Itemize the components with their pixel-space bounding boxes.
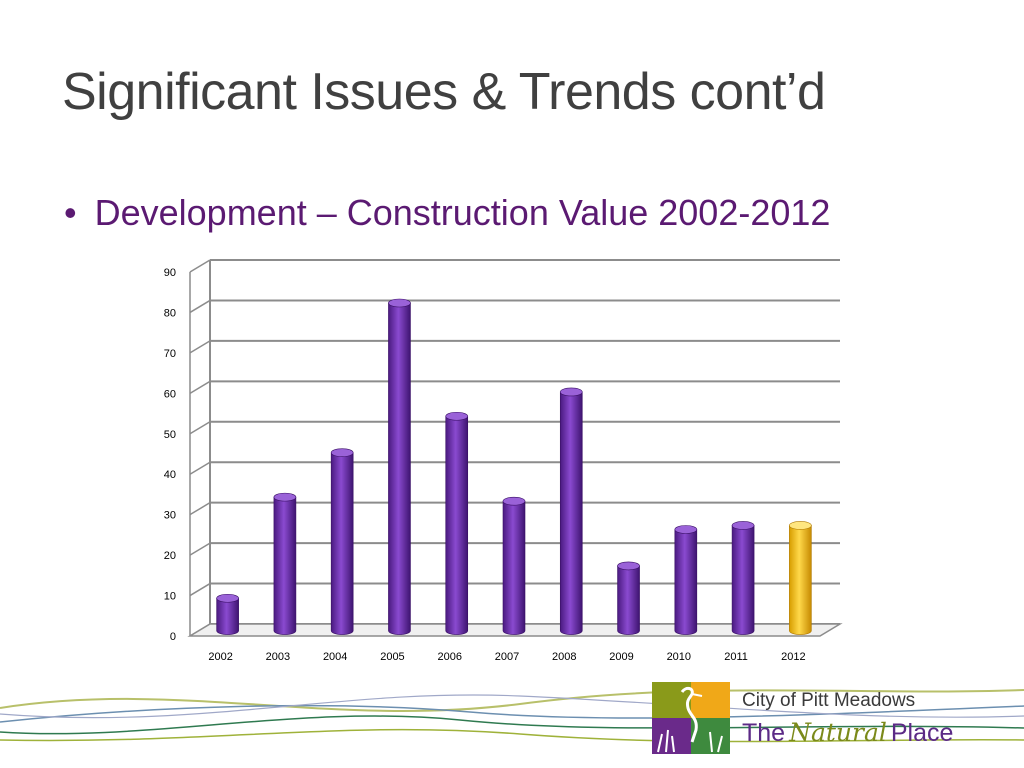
bar-top-2007 — [502, 496, 526, 506]
bar-top-2012 — [789, 521, 812, 530]
bar-2002 — [216, 597, 239, 635]
slide-title: Significant Issues & Trends cont’d — [62, 63, 826, 121]
gridline-diagonal — [189, 340, 211, 354]
bullet-text: Development – Construction Value 2002-20… — [94, 192, 831, 233]
bar-top-2009 — [617, 561, 640, 571]
gridline-diagonal — [189, 299, 211, 314]
y-tick-label: 0 — [170, 631, 176, 643]
x-tick-label: 2011 — [724, 651, 748, 663]
y-tick-label: 90 — [164, 267, 176, 279]
y-tick-label: 50 — [164, 429, 176, 441]
y-tick-label: 60 — [164, 388, 176, 400]
x-tick-label: 2010 — [667, 651, 691, 663]
bar-top-2005 — [388, 298, 411, 308]
gridline-diagonal — [189, 421, 211, 435]
bar-top-2008 — [559, 387, 583, 397]
logo-tag-natural: Natural — [789, 718, 887, 747]
x-tick-label: 2009 — [609, 651, 633, 663]
y-tick-label: 30 — [164, 510, 176, 522]
logo-tag-the: The — [742, 719, 786, 747]
x-tick-label: 2002 — [208, 651, 232, 663]
gridline-diagonal — [189, 461, 211, 475]
logo-city-name: City of Pitt Meadows — [742, 690, 916, 711]
bar-chart: 0 10 20 30 40 50 60 70 80 90 2002 2003 2004 2005 2006 2… — [150, 240, 850, 670]
x-tick-label: 2007 — [495, 651, 519, 663]
bar-2003 — [273, 496, 297, 635]
bullet-dot-icon: • — [64, 192, 77, 233]
bar-top-2010 — [674, 525, 698, 534]
bar-2008 — [559, 391, 583, 635]
gridline-diagonal — [189, 582, 211, 597]
bar-2010 — [674, 529, 698, 635]
bar-2009 — [617, 565, 640, 635]
gridline-diagonal — [189, 502, 211, 516]
bar-2011 — [731, 525, 755, 635]
logo-text: City of Pitt Meadows The Natural Place — [742, 690, 953, 748]
bar-2012 — [789, 525, 812, 635]
x-tick-label: 2005 — [380, 651, 404, 663]
logo-tag-place: Place — [890, 719, 954, 747]
y-tick-label: 70 — [164, 348, 176, 360]
city-logo-icon — [652, 682, 730, 754]
bar-top-2011 — [731, 521, 755, 530]
bar-chart-svg: 0 10 20 30 40 50 60 70 80 90 2002 2003 2004 2005 2006 2… — [164, 259, 843, 663]
y-tick-label: 40 — [164, 469, 176, 481]
bar-top-2004 — [330, 448, 354, 457]
x-tick-label: 2008 — [552, 651, 576, 663]
x-tick-label: 2012 — [781, 651, 805, 663]
gridline-diagonal — [189, 259, 211, 273]
x-tick-label: 2006 — [437, 651, 461, 663]
gridline-diagonal — [189, 380, 211, 394]
y-tick-label: 20 — [164, 550, 176, 562]
bar-2007 — [502, 500, 526, 635]
bar-2005 — [388, 302, 411, 635]
bar-top-2003 — [273, 492, 297, 502]
logo-tagline: The Natural Place — [742, 718, 953, 748]
bar-2004 — [330, 452, 354, 635]
x-tick-label: 2003 — [266, 651, 290, 663]
bar-top-2002 — [216, 593, 239, 603]
decorative-waves — [0, 689, 1024, 743]
y-tick-label: 10 — [164, 591, 176, 603]
bar-top-2006 — [445, 411, 469, 421]
bar-2006 — [445, 415, 469, 635]
x-tick-label: 2004 — [323, 651, 347, 663]
bullet-item: • Development – Construction Value 2002-2… — [64, 192, 830, 234]
y-tick-label: 80 — [164, 307, 176, 319]
gridline-diagonal — [189, 542, 211, 556]
